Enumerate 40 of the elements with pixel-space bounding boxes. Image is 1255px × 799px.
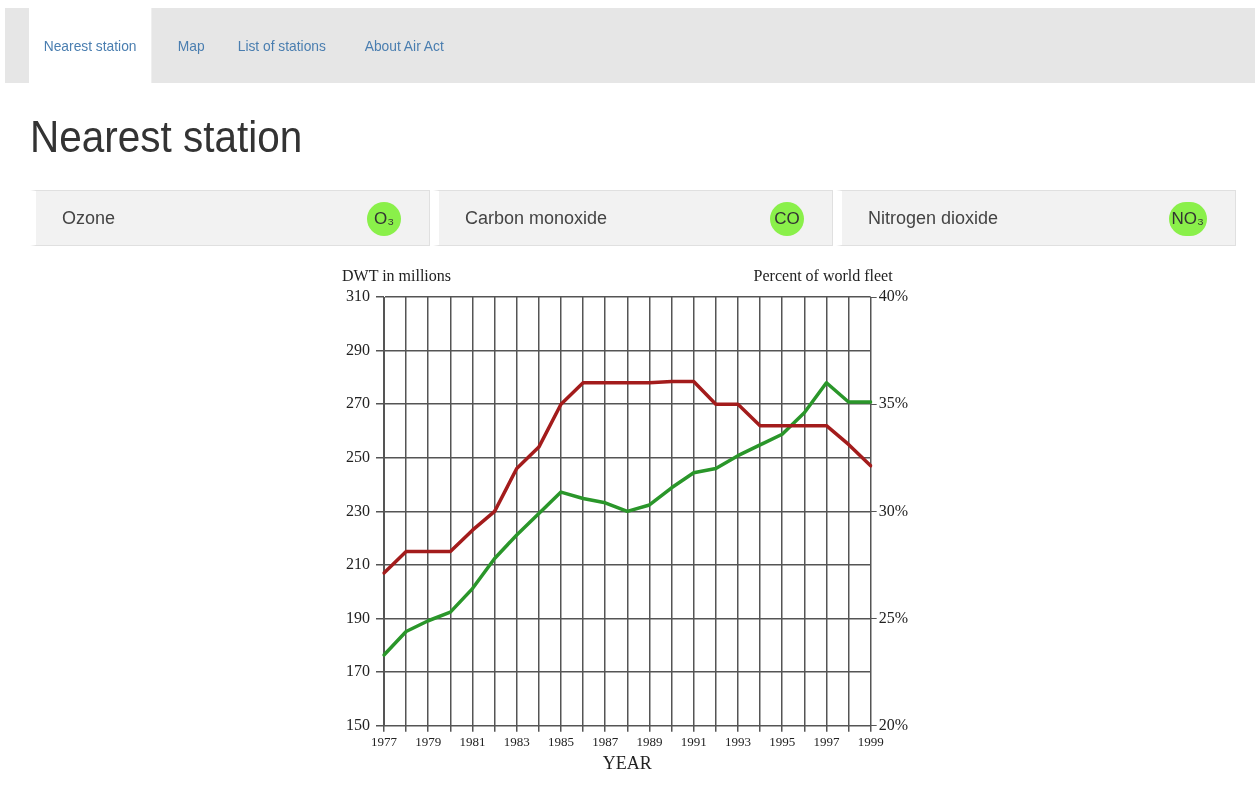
x-tick-label: 1999: [857, 734, 884, 750]
text: CO: [770, 202, 804, 236]
x-tick-label: 1995: [769, 734, 796, 750]
y-tick-label: 290: [346, 340, 370, 358]
y-tick-label: 190: [346, 608, 370, 626]
y-tick-label: 210: [346, 555, 370, 573]
x-tick-label: 1983: [503, 734, 530, 750]
x-tick-label: 1985: [547, 734, 574, 750]
x-tick-label: 1991: [680, 734, 707, 750]
y-tick-label: 310: [346, 287, 370, 305]
x-tick-label: 1997: [813, 734, 840, 750]
text: Carbon monoxide: [465, 207, 608, 230]
text: Nearest station: [30, 112, 303, 162]
x-tick-label: 1987: [592, 734, 619, 750]
y-tick-label: 270: [346, 394, 370, 412]
text: Nearest station: [29, 8, 152, 83]
y2-tick-label: 35%: [878, 394, 908, 412]
x-tick-label: 1989: [636, 734, 663, 750]
x-tick-label: 1993: [724, 734, 751, 750]
text: Ozone: [62, 207, 116, 230]
y2-axis-title: Percent of world fleet: [753, 267, 894, 285]
y-tick-label: 230: [346, 501, 370, 519]
text: Nitrogen dioxide: [868, 207, 999, 230]
y-axis-title: DWT in millions: [342, 267, 452, 285]
text: About Air Act: [363, 36, 445, 56]
text: O₃: [367, 202, 401, 236]
y2-tick-label: 20%: [878, 716, 908, 733]
y2-tick-label: 40%: [878, 287, 908, 305]
y-tick-label: 150: [346, 716, 370, 733]
y-tick-label: 170: [346, 662, 370, 680]
y2-tick-label: 25%: [878, 608, 908, 626]
text: NO₃: [1168, 202, 1207, 236]
x-axis-title: YEAR: [602, 752, 652, 773]
x-tick-label: 1977: [371, 734, 398, 750]
x-tick-label: 1979: [415, 734, 442, 750]
x-tick-label: 1981: [459, 734, 486, 750]
text: Map: [176, 36, 206, 56]
y2-tick-label: 30%: [878, 501, 908, 519]
y-tick-label: 250: [346, 448, 370, 465]
text: List of stations: [236, 36, 327, 56]
